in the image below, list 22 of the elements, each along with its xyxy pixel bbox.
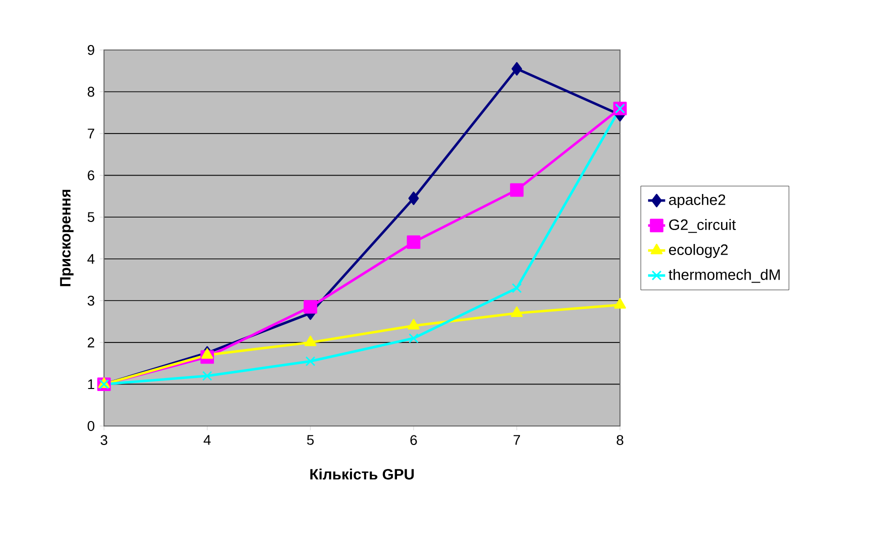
- y-tick-label: 2: [88, 338, 94, 348]
- x-tick-label: 4: [204, 435, 211, 445]
- y-tick-label: 4: [87, 254, 94, 264]
- y-tick-label: 9: [88, 45, 94, 55]
- y-tick-label: 0: [88, 421, 94, 431]
- x-tick-label: 3: [100, 435, 108, 446]
- x-tick-label: 5: [307, 435, 314, 445]
- legend-label: apache2: [669, 194, 726, 208]
- y-tick-label: 6: [88, 170, 94, 180]
- y-tick-label: 8: [88, 86, 94, 97]
- y-tick-label: 5: [88, 212, 94, 222]
- x-axis-title: Кількість GPU: [310, 468, 414, 480]
- legend-label: G2_circuit: [669, 219, 736, 233]
- legend-label: ecology2: [669, 244, 728, 258]
- x-tick-label: 7: [514, 435, 520, 445]
- y-tick-label: 3: [88, 296, 94, 306]
- x-tick-label: 6: [410, 435, 417, 446]
- y-tick-label: 7: [88, 128, 94, 138]
- legend-label: thermomech_dM: [668, 268, 780, 283]
- x-tick-label: 8: [616, 435, 624, 446]
- y-axis-title: Прискорення: [60, 190, 74, 286]
- y-tick-label: 1: [88, 379, 94, 390]
